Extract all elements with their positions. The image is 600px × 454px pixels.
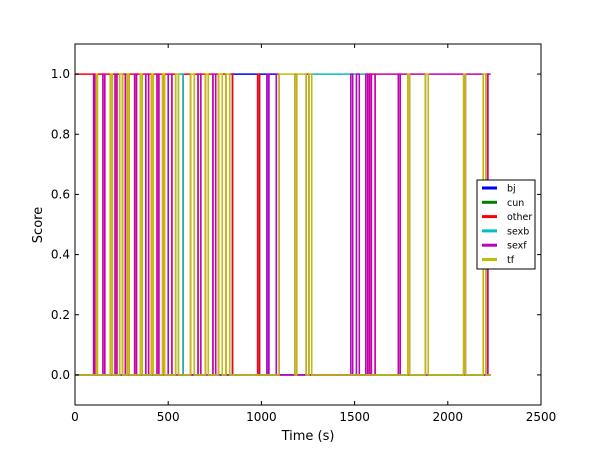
x-tick-label: 2000 — [433, 410, 464, 424]
legend: bj cun other sexb sexf tf — [476, 179, 536, 270]
x-tick-label: 1000 — [246, 410, 277, 424]
y-tick-label: 0.0 — [51, 368, 70, 382]
legend-label-tf: tf — [507, 255, 515, 266]
legend-label-sexf: sexf — [507, 241, 527, 252]
y-tick-label: 0.4 — [51, 248, 70, 262]
y-tick-label: 0.2 — [51, 308, 70, 322]
y-tick-label: 0.8 — [51, 127, 70, 141]
x-tick-label: 2500 — [526, 410, 557, 424]
series-line-tf — [75, 73, 491, 376]
plot-frame — [74, 43, 542, 406]
legend-label-bj: bj — [507, 184, 516, 195]
legend-label-other: other — [507, 212, 532, 223]
y-tick-label: 1.0 — [51, 67, 70, 81]
series-layer — [75, 73, 491, 376]
x-tick-label: 0 — [71, 410, 79, 424]
y-axis-label: Score — [31, 207, 46, 243]
legend-box — [476, 179, 536, 270]
legend-label-sexb: sexb — [507, 226, 529, 237]
ticks: 0 500 1000 1500 2000 2500 0.0 0.2 0.4 0.6 0.8 1.0 — [51, 44, 556, 424]
legend-label-cun: cun — [507, 198, 524, 209]
y-tick-label: 0.6 — [51, 187, 70, 201]
x-axis-label: Time (s) — [281, 429, 335, 444]
x-tick-label: 500 — [157, 410, 180, 424]
x-tick-label: 1500 — [339, 410, 370, 424]
